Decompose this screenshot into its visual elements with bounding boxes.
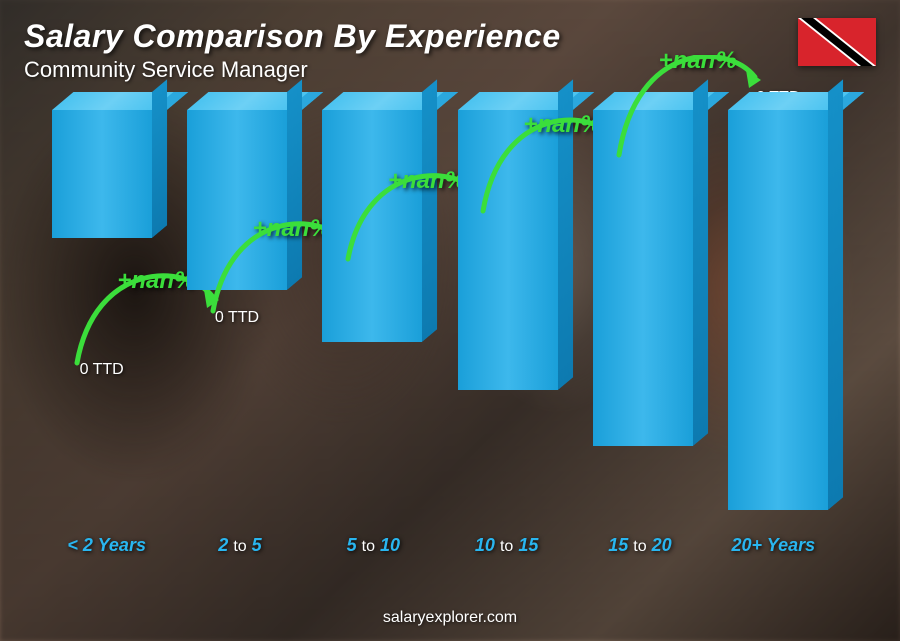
growth-label: +nan% bbox=[523, 111, 601, 139]
page-subtitle: Community Service Manager bbox=[24, 57, 561, 83]
bar-front-face bbox=[52, 110, 152, 238]
bar-slot: 0 TTD+nan% bbox=[717, 110, 840, 531]
bar-value-label: 0 TTD bbox=[42, 361, 162, 379]
bar-side-face bbox=[828, 79, 843, 510]
bar-front-face bbox=[728, 110, 828, 510]
x-labels: < 2 Years2 to 55 to 1010 to 1515 to 2020… bbox=[40, 535, 840, 561]
x-axis-label: 20+ Years bbox=[707, 535, 840, 561]
chart-area: 0 TTD0 TTD+nan%0 TTD+nan%0 TTD+nan%0 TTD… bbox=[40, 110, 840, 561]
bar-value-label: 0 TTD bbox=[177, 309, 297, 327]
title-block: Salary Comparison By Experience Communit… bbox=[24, 18, 561, 83]
bar bbox=[187, 110, 287, 290]
bar-side-face bbox=[152, 79, 167, 238]
page-title: Salary Comparison By Experience bbox=[24, 18, 561, 55]
bar bbox=[52, 110, 152, 238]
bar-slot: 0 TTD bbox=[40, 110, 163, 531]
bar-side-face bbox=[287, 79, 302, 290]
header: Salary Comparison By Experience Communit… bbox=[24, 18, 876, 83]
x-axis-label: 15 to 20 bbox=[573, 535, 706, 561]
x-axis-label: 2 to 5 bbox=[173, 535, 306, 561]
x-axis-label: < 2 Years bbox=[40, 535, 173, 561]
bars-container: 0 TTD0 TTD+nan%0 TTD+nan%0 TTD+nan%0 TTD… bbox=[40, 110, 840, 531]
growth-label: +nan% bbox=[388, 167, 466, 195]
bar bbox=[593, 110, 693, 446]
bar bbox=[322, 110, 422, 342]
growth-label: +nan% bbox=[253, 215, 331, 243]
bar-slot: 0 TTD+nan% bbox=[175, 110, 298, 531]
bar-slot: 0 TTD+nan% bbox=[446, 110, 569, 531]
flag-icon bbox=[798, 18, 876, 66]
x-axis-label: 5 to 10 bbox=[307, 535, 440, 561]
x-axis-label: 10 to 15 bbox=[440, 535, 573, 561]
bar bbox=[728, 110, 828, 510]
bar-side-face bbox=[422, 79, 437, 342]
bar-front-face bbox=[458, 110, 558, 390]
bar bbox=[458, 110, 558, 390]
bar-front-face bbox=[322, 110, 422, 342]
footer-attribution: salaryexplorer.com bbox=[0, 609, 900, 627]
bar-front-face bbox=[593, 110, 693, 446]
growth-label: +nan% bbox=[659, 47, 737, 75]
bar-slot: 0 TTD+nan% bbox=[581, 110, 704, 531]
bar-front-face bbox=[187, 110, 287, 290]
growth-label: +nan% bbox=[117, 267, 195, 295]
bar-side-face bbox=[693, 79, 708, 446]
